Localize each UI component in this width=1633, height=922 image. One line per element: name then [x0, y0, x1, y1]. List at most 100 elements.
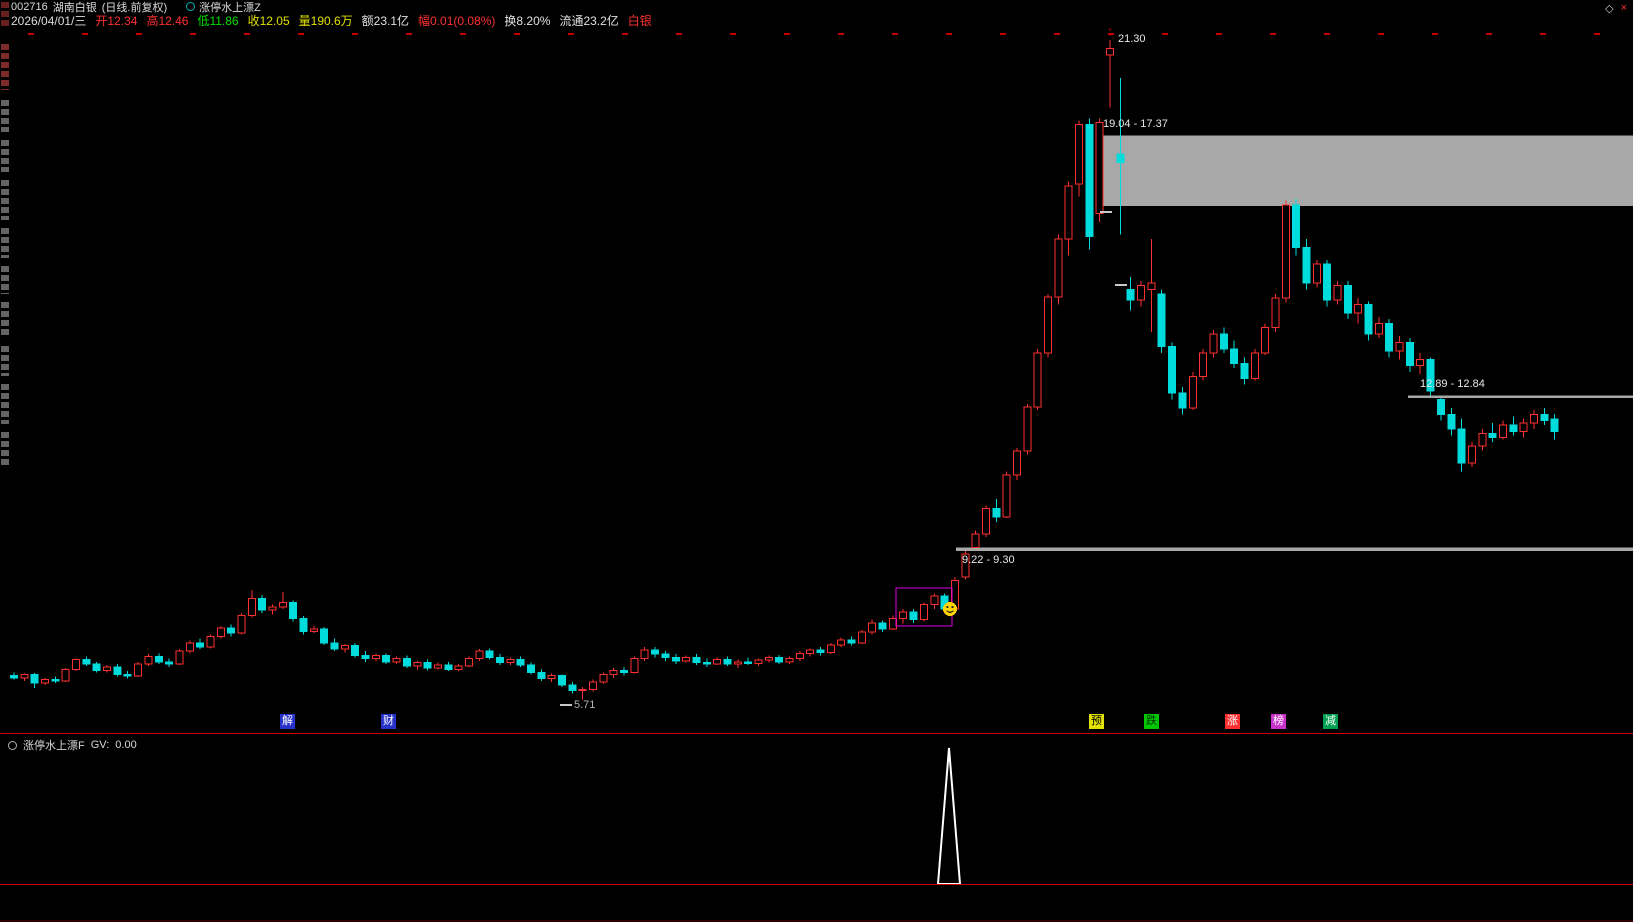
- grid-tick: [136, 33, 142, 35]
- candle-body: [1178, 392, 1187, 409]
- candle-body: [134, 663, 143, 677]
- quote-field-低: 低11.86: [197, 14, 239, 28]
- stock-code: 002716: [11, 0, 48, 13]
- quote-field-流通: 流通23.2亿: [559, 14, 619, 28]
- candle-body: [930, 595, 939, 606]
- candle-body: [961, 553, 970, 578]
- event-tag-减[interactable]: 减: [1323, 714, 1338, 729]
- candle-body: [1106, 47, 1115, 56]
- candle-body: [1333, 284, 1342, 301]
- candle-body: [1436, 399, 1445, 415]
- sub-indicator-canvas[interactable]: [0, 734, 1633, 884]
- gv-label: GV:: [90, 739, 110, 751]
- candle-body: [630, 657, 639, 673]
- close-icon[interactable]: ×: [1620, 2, 1627, 14]
- left-toolbar-tab[interactable]: [1, 384, 9, 424]
- candle-body: [1498, 424, 1507, 439]
- candle-body: [485, 650, 494, 659]
- candle-body: [454, 665, 463, 670]
- grid-tick: [1054, 33, 1060, 35]
- candle-body: [1023, 406, 1032, 452]
- event-tag-涨[interactable]: 涨: [1225, 714, 1240, 729]
- quote-date: 2026/04/01/三: [11, 14, 87, 28]
- candle-body: [971, 533, 980, 549]
- grid-tick: [514, 33, 520, 35]
- event-tag-预[interactable]: 预: [1089, 714, 1104, 729]
- candle-body: [1209, 333, 1218, 354]
- grid-tick: [1324, 33, 1330, 35]
- grid-tick: [460, 33, 466, 35]
- gap-zone: [956, 547, 1633, 551]
- event-tag-榜[interactable]: 榜: [1271, 714, 1286, 729]
- grid-tick: [1216, 33, 1222, 35]
- candle-body: [1529, 413, 1538, 424]
- grid-tick: [730, 33, 736, 35]
- sector-link[interactable]: 白银: [627, 14, 652, 28]
- candle-body: [899, 611, 908, 620]
- title-bar: 002716 湖南白银 (日线.前复权) 涨停水上漂Z: [11, 0, 261, 15]
- left-toolbar-tab[interactable]: [1, 346, 9, 376]
- left-toolbar-tab[interactable]: [1, 44, 9, 90]
- sub-indicator-name[interactable]: 涨停水上漂F: [23, 740, 85, 752]
- candle-body: [165, 661, 174, 665]
- event-tag-财[interactable]: 财: [381, 714, 396, 729]
- gap-zone: [1100, 135, 1633, 207]
- left-toolbar-tab[interactable]: [1, 302, 9, 338]
- left-toolbar-tab[interactable]: [1, 266, 9, 294]
- candle-body: [227, 627, 236, 634]
- candle-body: [516, 659, 525, 666]
- candle-body: [1467, 445, 1476, 464]
- diamond-icon[interactable]: ◇: [1605, 3, 1614, 15]
- main-indicator-badge[interactable]: 涨停水上漂Z: [186, 0, 261, 15]
- candle-body: [495, 657, 504, 664]
- left-toolbar[interactable]: [0, 0, 10, 740]
- left-toolbar-tab[interactable]: [1, 228, 9, 258]
- quote-field-额: 额23.1亿: [361, 14, 410, 28]
- candle-body: [1126, 289, 1135, 301]
- candle-body: [123, 674, 132, 677]
- candle-body: [1488, 432, 1497, 439]
- candle-body: [51, 679, 60, 682]
- left-toolbar-tab[interactable]: [1, 2, 9, 26]
- left-toolbar-tab[interactable]: [1, 140, 9, 172]
- candle-body: [1385, 322, 1394, 352]
- candle-body: [464, 657, 473, 667]
- candle-body: [1095, 121, 1104, 214]
- candle-body: [981, 508, 990, 535]
- candle-body: [1312, 263, 1321, 284]
- main-candlestick-chart[interactable]: 19.04 - 17.37 9.22 - 9.30 12.89 - 12.84 21.…: [0, 28, 1633, 733]
- grid-tick: [1162, 33, 1168, 35]
- peak-price-label: 21.30: [1118, 33, 1146, 45]
- candle-body: [444, 664, 453, 670]
- left-toolbar-tab[interactable]: [1, 100, 9, 132]
- candle-body: [1147, 282, 1156, 291]
- signal-triangle: [936, 747, 962, 884]
- target-circle-icon: [8, 740, 17, 750]
- left-toolbar-tab[interactable]: [1, 432, 9, 466]
- event-tag-解[interactable]: 解: [280, 714, 295, 729]
- candle-body: [247, 597, 256, 616]
- candle-body: [723, 658, 732, 665]
- sub-indicator-panel[interactable]: 涨停水上漂F GV: 0.00: [0, 733, 1633, 885]
- left-toolbar-tab[interactable]: [1, 180, 9, 220]
- quote-field-高: 高12.46: [146, 14, 189, 28]
- candle-body: [651, 649, 660, 655]
- kline-canvas[interactable]: [0, 28, 1633, 733]
- window-icons: ◇ ×: [1605, 2, 1627, 15]
- candle-body: [1302, 246, 1311, 284]
- candle-body: [41, 679, 50, 684]
- quote-field-幅: 幅0.01(0.08%): [418, 14, 496, 28]
- candle-body: [671, 657, 680, 662]
- candle-body: [527, 664, 535, 673]
- grid-tick: [1108, 33, 1114, 35]
- candle-body: [382, 654, 391, 663]
- candle-body: [154, 656, 163, 663]
- event-tag-跌[interactable]: 跌: [1144, 714, 1159, 729]
- candle-body: [92, 663, 101, 671]
- candle-body: [661, 653, 670, 659]
- candle-body: [1240, 363, 1249, 379]
- candle-body: [268, 606, 277, 611]
- candle-body: [206, 635, 215, 648]
- candle-body: [72, 659, 81, 670]
